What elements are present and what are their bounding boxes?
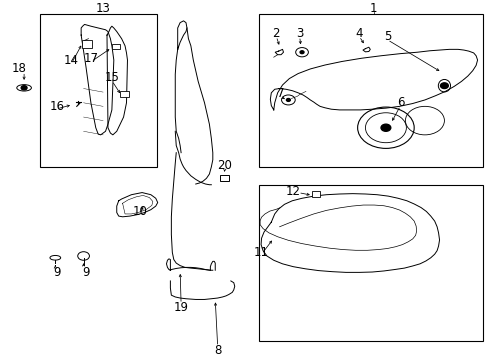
Text: 4: 4 <box>355 27 362 40</box>
Text: 2: 2 <box>272 27 279 40</box>
Text: 17: 17 <box>83 52 98 65</box>
Ellipse shape <box>17 85 31 91</box>
Text: 11: 11 <box>254 246 268 259</box>
Text: 6: 6 <box>396 96 404 109</box>
Circle shape <box>300 51 304 54</box>
Text: 1: 1 <box>369 2 377 15</box>
Text: 12: 12 <box>285 185 300 198</box>
Text: 5: 5 <box>383 30 390 44</box>
Text: 10: 10 <box>132 205 147 218</box>
Text: 14: 14 <box>64 54 79 67</box>
Text: 9: 9 <box>82 266 90 279</box>
Text: 13: 13 <box>96 2 110 15</box>
Text: 16: 16 <box>49 100 64 113</box>
Circle shape <box>440 83 447 89</box>
FancyBboxPatch shape <box>82 40 92 48</box>
Circle shape <box>286 99 290 102</box>
Text: 3: 3 <box>295 27 303 40</box>
Circle shape <box>21 86 27 90</box>
Text: 9: 9 <box>53 266 61 279</box>
Text: 20: 20 <box>217 159 232 172</box>
Bar <box>311 191 319 197</box>
Text: 15: 15 <box>104 71 119 84</box>
Bar <box>40 14 157 167</box>
Text: 18: 18 <box>12 62 27 76</box>
Circle shape <box>380 124 390 131</box>
Bar <box>259 14 483 167</box>
Bar <box>220 175 228 181</box>
Text: 19: 19 <box>173 301 188 314</box>
Bar <box>259 185 483 342</box>
FancyBboxPatch shape <box>120 91 129 98</box>
Ellipse shape <box>50 256 61 260</box>
Text: 8: 8 <box>214 344 221 357</box>
FancyBboxPatch shape <box>112 44 120 49</box>
Text: 7: 7 <box>277 87 284 100</box>
